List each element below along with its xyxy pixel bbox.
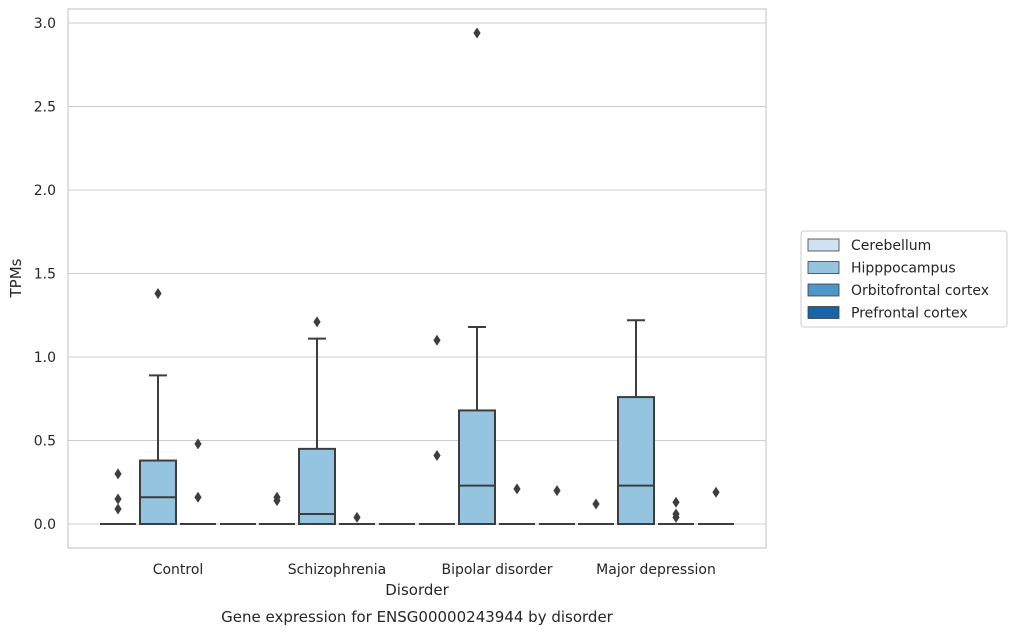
box-body <box>139 459 177 526</box>
series-cerebellum <box>100 334 614 525</box>
plot-frame <box>67 8 767 549</box>
series-orbitofrontal-cortex <box>180 438 694 525</box>
legend-item: Cerebellum <box>807 238 931 254</box>
x-axis-label: Disorder <box>385 581 449 599</box>
legend-item: Hipppocampus <box>807 261 956 277</box>
outlier-point <box>712 486 720 498</box>
outlier-point <box>513 483 521 495</box>
outlier-point <box>433 450 441 462</box>
chart-caption: Gene expression for ENSG00000243944 by d… <box>221 608 614 626</box>
outlier-point <box>273 491 281 503</box>
y-tick-label: 0.0 <box>34 517 56 533</box>
series-hipppocampus <box>139 27 655 526</box>
box-body <box>298 447 336 526</box>
legend-swatch <box>807 306 840 319</box>
outlier-point <box>473 27 481 39</box>
box-body <box>458 409 496 525</box>
box <box>578 498 614 525</box>
box <box>617 319 655 525</box>
box <box>139 288 177 526</box>
grid-lines <box>68 22 766 525</box>
box <box>658 496 694 525</box>
y-tick-label: 1.0 <box>34 350 56 366</box>
outlier-point <box>592 498 600 510</box>
legend-label: Cerebellum <box>851 238 931 254</box>
outlier-point <box>114 468 122 480</box>
legend-label: Prefrontal cortex <box>851 306 968 322</box>
legend-item: Prefrontal cortex <box>807 306 968 322</box>
x-tick-label: Bipolar disorder <box>441 562 552 578</box>
box <box>180 438 216 525</box>
y-axis-ticks: 0.0 0.5 1.0 1.5 2.0 2.5 3.0 <box>34 16 56 533</box>
series-prefrontal-cortex <box>220 485 734 525</box>
legend-item: Orbitofrontal cortex <box>807 283 989 299</box>
y-tick-label: 2.5 <box>34 100 56 116</box>
box <box>339 511 375 525</box>
outlier-point <box>553 485 561 497</box>
outlier-point <box>154 288 162 300</box>
outlier-point <box>433 334 441 346</box>
legend-swatch <box>807 283 840 297</box>
legend-frame <box>800 230 1008 328</box>
legend-label: Hipppocampus <box>851 261 956 277</box>
x-axis-ticks: Control Schizophrenia Bipolar disorder Majo… <box>153 562 716 578</box>
outlier-point <box>313 316 321 328</box>
outlier-point <box>672 496 680 508</box>
outlier-point <box>194 438 202 450</box>
y-tick-label: 1.5 <box>34 267 56 283</box>
box <box>499 483 535 525</box>
x-tick-label: Control <box>153 562 204 578</box>
box <box>100 468 136 525</box>
legend-label: Orbitofrontal cortex <box>851 283 989 299</box>
legend: Cerebellum Hipppocampus Orbitofrontal cort… <box>800 230 1008 328</box>
box <box>698 486 734 525</box>
outlier-point <box>194 491 202 503</box>
box-body <box>617 396 655 525</box>
outlier-point <box>114 493 122 505</box>
legend-swatch <box>807 261 840 274</box>
box <box>458 27 496 525</box>
x-tick-label: Schizophrenia <box>288 562 386 578</box>
outlier-point <box>353 511 361 523</box>
x-tick-label: Major depression <box>596 562 716 578</box>
y-tick-label: 2.0 <box>34 183 56 199</box>
y-axis-label: TPMs <box>7 258 25 298</box>
box-series <box>100 27 734 526</box>
y-tick-label: 3.0 <box>34 16 56 32</box>
box <box>259 491 295 525</box>
box <box>539 485 575 525</box>
legend-swatch <box>807 238 840 252</box>
box <box>298 316 336 526</box>
box <box>419 334 455 525</box>
outlier-point <box>672 508 680 520</box>
outlier-point <box>114 503 122 515</box>
y-tick-label: 0.5 <box>34 434 56 450</box>
